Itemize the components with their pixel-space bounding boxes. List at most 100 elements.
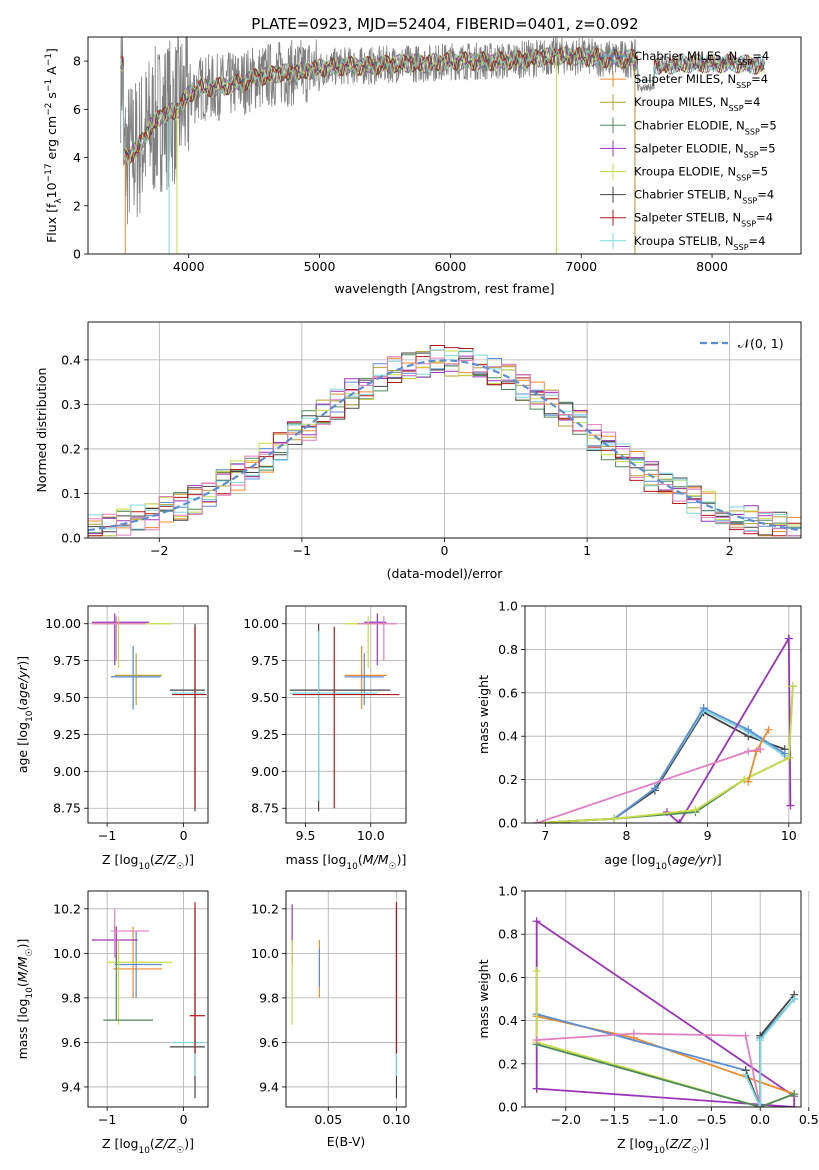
x-tick-label: 9.5 (296, 828, 316, 843)
x-tick-label: 0 (180, 828, 188, 843)
model-line-salpeter_stelib (120, 47, 765, 164)
y-tick-label: 9.25 (251, 727, 279, 742)
y-tick-label: 0.0 (498, 1100, 518, 1115)
mass-weight-marker (764, 725, 773, 734)
y-tick-label: 8.75 (53, 801, 81, 816)
mass-weight-marker (744, 725, 753, 734)
plot-area-spectrum (120, 37, 765, 254)
histogram-step (88, 355, 801, 537)
y-axis-label: age [log10(age/yr)] (15, 656, 35, 773)
histogram-step (88, 349, 801, 537)
x-tick-label: 0.0 (750, 1112, 770, 1127)
y-tick-label: 9.50 (53, 690, 81, 705)
y-axis-label: Flux [fλ10−17 erg cm−2 s−1 A−1] (44, 48, 64, 243)
mass-weight-marker (741, 1031, 750, 1040)
mass-weight-line (536, 1043, 795, 1107)
x-axis-label: age [log10(age/yr)] (604, 852, 721, 872)
y-tick-label: 10.2 (251, 901, 279, 916)
y-tick-label: 0.2 (498, 1056, 518, 1071)
mass-weight-line (537, 686, 794, 823)
legend-label: Salpeter MILES, NSSP=4 (634, 72, 768, 90)
y-tick-label: 9.6 (61, 1035, 81, 1050)
axes-frame (87, 321, 802, 539)
plot-area-massweight_vs_age (533, 634, 797, 823)
mass-weight-marker (790, 1103, 799, 1107)
x-tick-label: −2 (150, 543, 168, 558)
y-tick-label: 9.4 (61, 1079, 81, 1094)
y-tick-label: 1.0 (498, 599, 518, 614)
mass-weight-marker (790, 995, 799, 1003)
mass-weight-marker (532, 1084, 541, 1093)
mass-weight-marker (740, 775, 749, 784)
mass-weight-line (537, 686, 794, 823)
y-tick-label: 9.50 (251, 690, 279, 705)
y-tick-label: 0.8 (498, 642, 518, 657)
y-tick-label: 9.00 (53, 764, 81, 779)
legend-label: Chabrier STELIB, NSSP=4 (634, 188, 774, 206)
mass-weight-line (536, 1032, 762, 1107)
axes-frame (524, 605, 802, 824)
mass-weight-marker (756, 745, 765, 754)
y-tick-label: 10.00 (243, 616, 279, 631)
legend-label: 𝒩(0, 1) (738, 336, 784, 351)
x-tick-label: −1 (293, 543, 311, 558)
mass-weight-line (666, 635, 792, 823)
mass-weight-line (744, 998, 795, 1107)
y-tick-label: 9.75 (53, 653, 81, 668)
model-line-kroupa_elodie (120, 45, 765, 160)
y-tick-label: 0.1 (61, 486, 81, 501)
y-tick-label: 9.8 (61, 990, 81, 1005)
x-axis-label: mass [log10(M/M☉)] (286, 852, 407, 872)
x-tick-label: 0.5 (799, 1112, 819, 1127)
spectrum-legend: Chabrier MILES, NSSP=4 Salpeter MILES, NS… (600, 48, 777, 251)
x-tick-label: 7 (541, 828, 549, 843)
x-axis-label: wavelength [Angstrom, rest frame] (334, 281, 554, 296)
x-tick-label: 8 (622, 828, 630, 843)
legend-label: Kroupa MILES, NSSP=4 (634, 95, 760, 113)
x-tick-label: 6000 (434, 259, 466, 274)
gaussian-curve (88, 359, 801, 532)
mass-weight-marker (752, 747, 761, 756)
y-tick-label: 0.3 (61, 397, 81, 412)
y-tick-label: 0.2 (61, 441, 81, 456)
mass-weight-marker (744, 747, 753, 756)
y-tick-label: 9.4 (259, 1079, 279, 1094)
x-tick-label: 8000 (696, 259, 728, 274)
plot-area-massweight_vs_Z (532, 917, 799, 1107)
mass-weight-marker (699, 703, 708, 712)
y-tick-label: 8 (73, 54, 81, 69)
mass-weight-marker (532, 966, 541, 975)
y-tick-label: 0.0 (61, 531, 81, 546)
y-tick-label: 9.8 (259, 990, 279, 1005)
axes-age_vs_Z: −1 0 8.75 9.00 9.25 9.50 9.75 10.00 Z [log10(Z/Z… (15, 605, 209, 872)
y-tick-label: 9.25 (53, 727, 81, 742)
axes-frame (524, 890, 802, 1108)
legend-label: Chabrier MILES, NSSP=4 (634, 49, 769, 67)
plot-area-age_vs_mass (289, 613, 400, 812)
y-axis-label: Normed distribution (34, 368, 49, 493)
plot-area-residuals (88, 345, 801, 537)
axes-mass_vs_ebv: 0.05 0.10 9.4 9.6 9.8 10.0 10.2 E(B-V) (251, 890, 410, 1149)
x-tick-label: 10 (781, 828, 797, 843)
figure-title: PLATE=0923, MJD=52404, FIBERID=0401, z=0… (251, 15, 638, 33)
histogram-step (88, 352, 801, 537)
mass-weight-marker (629, 1029, 638, 1038)
x-axis-label: Z [log10(Z/Z☉)] (102, 1136, 194, 1156)
y-axis-label: mass weight (476, 675, 491, 754)
y-tick-label: 0.8 (498, 927, 518, 942)
legend-label: Salpeter STELIB, NSSP=4 (634, 211, 773, 229)
mass-weight-marker (691, 805, 700, 814)
y-tick-label: 10.00 (45, 616, 81, 631)
y-tick-label: 0.2 (498, 772, 518, 787)
mass-weight-marker (744, 777, 753, 786)
axes-frame (285, 605, 407, 824)
x-tick-label: 9 (704, 828, 712, 843)
y-tick-label: 9.00 (251, 764, 279, 779)
y-tick-label: 0.4 (498, 1013, 518, 1028)
x-tick-label: 2 (726, 543, 734, 558)
mass-weight-marker (675, 819, 684, 823)
y-tick-label: 10.2 (53, 901, 81, 916)
x-tick-label: 4000 (173, 259, 205, 274)
axes-frame (87, 890, 209, 1108)
x-tick-label: −1 (98, 1112, 116, 1127)
